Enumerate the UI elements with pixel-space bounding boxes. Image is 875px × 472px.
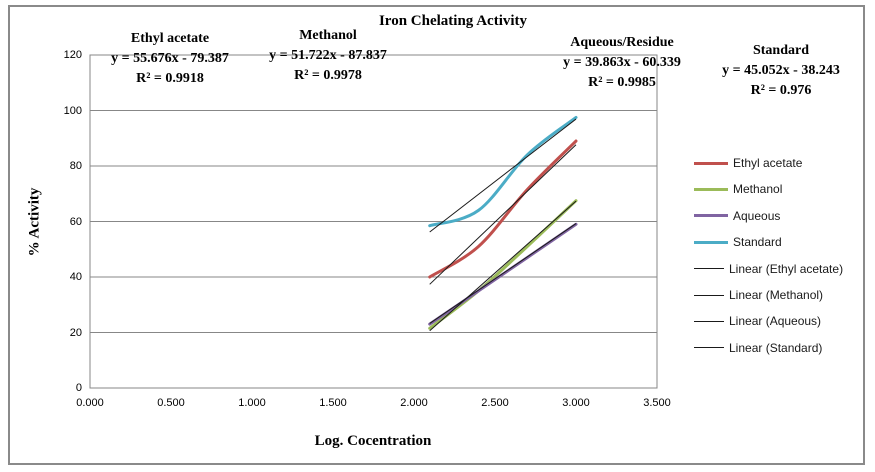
- legend-line-swatch: [694, 161, 728, 165]
- y-tick-label: 0: [75, 382, 82, 394]
- y-tick-label: 40: [69, 271, 82, 283]
- legend-item-linear-aqueous-: Linear (Aqueous): [694, 312, 821, 330]
- y-tick-label: 80: [69, 160, 82, 172]
- annotation-equation: y = 39.863x - 60.339: [563, 55, 681, 70]
- annotation-r-squared: R² = 0.9978: [294, 68, 362, 83]
- legend-item-linear-methanol-: Linear (Methanol): [694, 286, 823, 304]
- annotation-series-name: Methanol: [299, 28, 357, 43]
- legend-line-swatch: [694, 214, 728, 218]
- annotation-aqueous-residue: Aqueous/Residue y = 39.863x - 60.339 R² …: [563, 33, 681, 93]
- legend-item-methanol: Methanol: [694, 180, 782, 198]
- series-line-methanol: [428, 199, 578, 330]
- legend-label: Ethyl acetate: [733, 156, 803, 170]
- annotation-equation: y = 51.722x - 87.837: [269, 48, 387, 63]
- annotation-series-name: Aqueous/Residue: [570, 35, 674, 50]
- legend-item-linear-ethyl-acetate-: Linear (Ethyl acetate): [694, 260, 843, 278]
- annotation-standard: Standard y = 45.052x - 38.243 R² = 0.976: [722, 41, 840, 101]
- legend-line-swatch: [694, 320, 724, 322]
- trendline-aqueous: [429, 223, 577, 324]
- annotation-methanol: Methanol y = 51.722x - 87.837 R² = 0.997…: [269, 26, 387, 86]
- y-tick-label: 20: [69, 326, 82, 339]
- legend-item-aqueous: Aqueous: [694, 207, 780, 225]
- legend-line-swatch: [694, 240, 728, 244]
- annotation-equation: y = 45.052x - 38.243: [722, 63, 840, 78]
- annotation-r-squared: R² = 0.9985: [588, 75, 656, 90]
- y-tick-label: 60: [69, 215, 82, 228]
- series-line-ethyl-acetate: [428, 139, 578, 279]
- legend-item-linear-standard-: Linear (Standard): [694, 339, 822, 357]
- y-tick-label: 120: [63, 49, 82, 61]
- legend-line-swatch: [694, 294, 724, 296]
- legend-line-swatch: [694, 187, 728, 191]
- x-tick-label: 2.500: [481, 397, 509, 409]
- annotation-r-squared: R² = 0.9918: [136, 71, 204, 86]
- x-tick-label: 1.000: [238, 397, 266, 409]
- legend-line-swatch: [694, 347, 724, 349]
- legend-label: Aqueous: [733, 208, 781, 223]
- legend-label: Linear (Ethyl acetate): [729, 261, 844, 276]
- annotation-equation: y = 55.676x - 79.387: [111, 51, 229, 66]
- annotation-r-squared: R² = 0.976: [750, 83, 812, 98]
- series-line-aqueous: [428, 222, 578, 326]
- legend-line-swatch: [694, 268, 724, 270]
- plot-border: [89, 54, 658, 389]
- legend-item-standard: Standard: [694, 233, 782, 251]
- x-tick-label: 3.000: [562, 397, 590, 409]
- x-tick-label: 1.500: [319, 397, 347, 409]
- legend-label: Linear (Standard): [729, 340, 823, 355]
- annotation-series-name: Ethyl acetate: [130, 31, 210, 46]
- annotation-ethyl-acetate: Ethyl acetate y = 55.676x - 79.387 R² = …: [111, 29, 229, 89]
- legend-label: Linear (Methanol): [729, 288, 824, 302]
- x-tick-label: 2.000: [400, 397, 428, 409]
- x-tick-label: 0.000: [76, 397, 104, 409]
- chart-title: Iron Chelating Activity: [378, 13, 528, 29]
- trendline-methanol: [429, 200, 577, 332]
- x-tick-label: 3.500: [643, 397, 671, 409]
- x-axis-title: Log. Cocentration: [314, 433, 432, 449]
- trendline-ethyl-acetate: [429, 144, 577, 285]
- legend-item-ethyl-acetate: Ethyl acetate: [694, 154, 802, 172]
- legend-label: Methanol: [733, 182, 783, 197]
- annotation-series-name: Standard: [752, 43, 810, 58]
- x-tick-label: 0.500: [157, 397, 185, 409]
- series-line-standard: [428, 115, 578, 228]
- legend-label: Standard: [733, 235, 782, 250]
- y-tick-label: 100: [63, 104, 82, 117]
- trendline-standard: [429, 118, 577, 233]
- legend-label: Linear (Aqueous): [729, 314, 822, 329]
